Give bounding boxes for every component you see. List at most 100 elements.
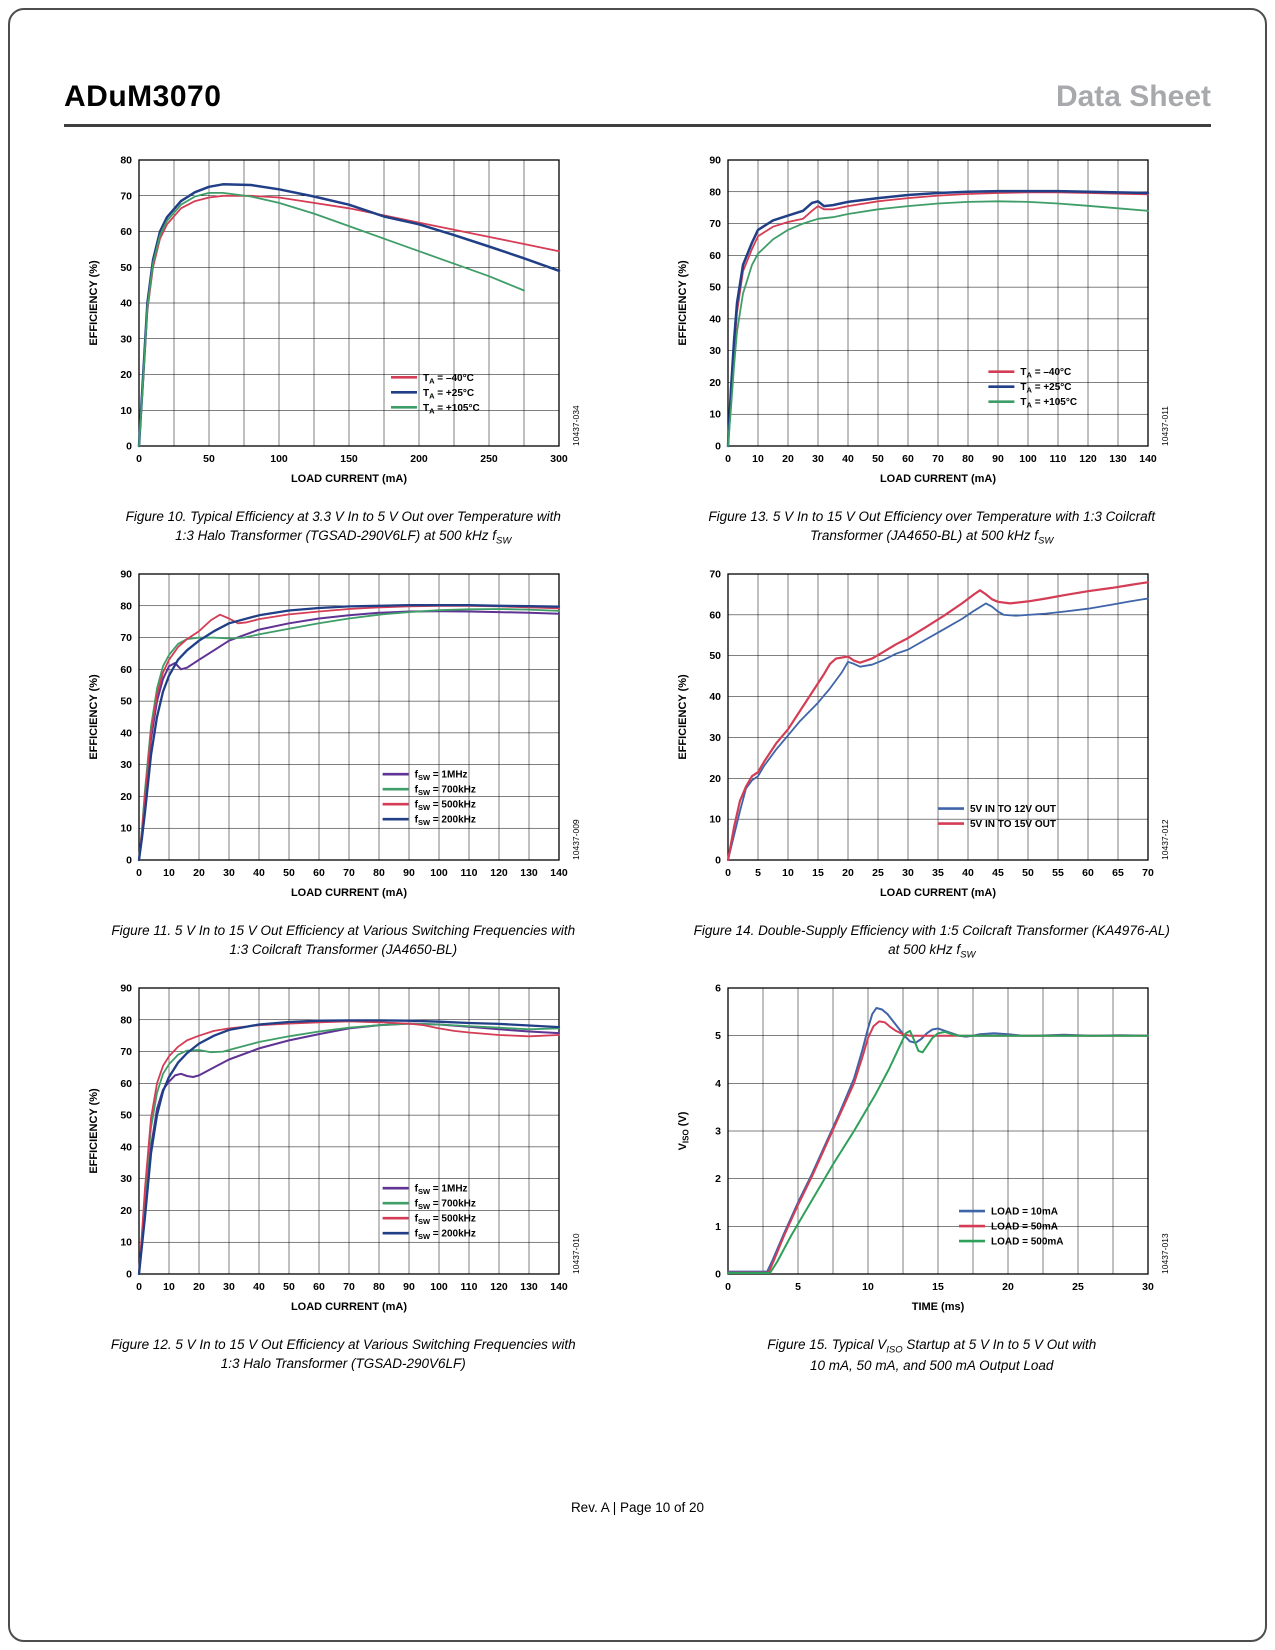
svg-text:30: 30 [709,732,721,744]
svg-text:90: 90 [709,155,721,167]
figure-15-caption: Figure 15. Typical VISO Startup at 5 V I… [767,1336,1096,1376]
figure-13: 0 10 20 30 40 50 60 70 80 90 100 110 120 130 140 0 10 20 3… [652,148,1212,548]
svg-text:250: 250 [480,453,498,465]
svg-text:100: 100 [430,867,448,879]
svg-text:fSW = 500kHz: fSW = 500kHz [415,800,476,813]
svg-text:20: 20 [121,369,133,381]
svg-text:20: 20 [193,867,205,879]
svg-text:80: 80 [709,186,721,198]
svg-text:70: 70 [121,190,133,202]
svg-text:50: 50 [203,453,215,465]
svg-text:50: 50 [283,867,295,879]
svg-text:90: 90 [992,453,1004,465]
svg-text:30: 30 [223,867,235,879]
caption-line: Figure 13. 5 V In to 15 V Out Efficiency… [708,509,1156,524]
svg-text:15: 15 [812,867,824,879]
caption-line: 1:3 Halo Transformer (TGSAD-290V6LF) [220,1355,466,1371]
svg-text:fSW = 500kHz: fSW = 500kHz [415,1213,476,1226]
svg-text:140: 140 [550,867,568,879]
svg-text:1: 1 [715,1221,721,1233]
chart-figure-12: 0 10 20 30 40 50 60 70 80 90 100 110 120 130 140 0 10 20 3… [83,976,603,1332]
svg-text:fSW = 1MHz: fSW = 1MHz [415,770,468,783]
svg-text:45: 45 [992,867,1004,879]
svg-text:100: 100 [430,1281,448,1293]
svg-text:TA = –40°C: TA = –40°C [423,373,474,386]
svg-text:50: 50 [283,1281,295,1293]
svg-text:80: 80 [121,600,133,612]
svg-text:130: 130 [520,1281,538,1293]
svg-text:55: 55 [1052,867,1064,879]
svg-text:20: 20 [782,453,794,465]
svg-text:LOAD = 500mA: LOAD = 500mA [991,1236,1064,1247]
svg-text:40: 40 [253,1281,265,1293]
svg-text:20: 20 [842,867,854,879]
svg-text:40: 40 [121,727,133,739]
svg-text:70: 70 [343,1281,355,1293]
svg-text:140: 140 [1139,453,1157,465]
svg-text:50: 50 [872,453,884,465]
figure-12: 0 10 20 30 40 50 60 70 80 90 100 110 120 130 140 0 10 20 3… [63,976,623,1376]
charts-grid: 0 50 100 150 200 250 300 0 10 20 30 40 50 60 70 80 LOAD … [60,148,1215,1376]
svg-text:70: 70 [1142,867,1154,879]
svg-text:fSW = 200kHz: fSW = 200kHz [415,815,476,828]
caption-line: Figure 15. Typical VISO Startup at 5 V I… [767,1336,1097,1356]
svg-text:10437-012: 10437-012 [1160,819,1170,860]
svg-text:0: 0 [725,1281,731,1293]
svg-text:90: 90 [403,867,415,879]
svg-text:50: 50 [709,282,721,294]
svg-text:130: 130 [1109,453,1127,465]
svg-text:40: 40 [121,298,133,310]
svg-text:60: 60 [121,664,133,676]
svg-text:10437-013: 10437-013 [1160,1233,1170,1274]
svg-text:10: 10 [782,867,794,879]
figure-11: 0 10 20 30 40 50 60 70 80 90 100 110 120 130 140 0 10 20 3… [63,562,623,962]
svg-text:90: 90 [403,1281,415,1293]
caption-line: 1:3 Halo Transformer (TGSAD-290V6LF) at … [175,527,512,547]
svg-text:2: 2 [715,1173,721,1185]
svg-text:LOAD CURRENT (mA): LOAD CURRENT (mA) [880,887,996,899]
svg-text:0: 0 [715,854,721,866]
svg-text:EFFICIENCY (%): EFFICIENCY (%) [677,260,689,346]
svg-text:10: 10 [709,409,721,421]
svg-text:30: 30 [121,759,133,771]
figure-11-caption: Figure 11. 5 V In to 15 V Out Efficiency… [111,922,575,960]
figure-10: 0 50 100 150 200 250 300 0 10 20 30 40 50 60 70 80 LOAD … [63,148,623,548]
caption-line: Figure 14. Double-Supply Efficiency with… [693,922,1170,938]
svg-text:LOAD = 10mA: LOAD = 10mA [991,1206,1058,1217]
svg-text:80: 80 [373,867,385,879]
svg-text:300: 300 [550,453,568,465]
svg-text:40: 40 [253,867,265,879]
svg-text:80: 80 [373,1281,385,1293]
svg-text:LOAD CURRENT (mA): LOAD CURRENT (mA) [291,473,407,485]
svg-text:25: 25 [1072,1281,1084,1293]
svg-text:120: 120 [490,867,508,879]
svg-text:10: 10 [862,1281,874,1293]
svg-text:200: 200 [410,453,428,465]
figure-15: 0 5 10 15 20 25 30 0 1 2 3 4 5 6 TIME (ms) VISO (V) 1043… [652,976,1212,1376]
svg-text:20: 20 [193,1281,205,1293]
svg-text:70: 70 [343,867,355,879]
svg-text:30: 30 [223,1281,235,1293]
svg-text:70: 70 [121,1046,133,1058]
svg-text:10: 10 [163,867,175,879]
svg-text:10: 10 [752,453,764,465]
svg-text:EFFICIENCY (%): EFFICIENCY (%) [88,260,100,346]
svg-text:120: 120 [490,1281,508,1293]
svg-text:20: 20 [121,1205,133,1217]
svg-text:5: 5 [715,1030,721,1042]
caption-line: 10 mA, 50 mA, and 500 mA Output Load [810,1357,1054,1373]
svg-text:0: 0 [715,441,721,453]
svg-text:25: 25 [872,867,884,879]
svg-text:90: 90 [121,982,133,994]
svg-text:70: 70 [932,453,944,465]
svg-text:EFFICIENCY (%): EFFICIENCY (%) [88,674,100,760]
svg-text:0: 0 [725,453,731,465]
svg-text:80: 80 [962,453,974,465]
chart-figure-13: 0 10 20 30 40 50 60 70 80 90 100 110 120 130 140 0 10 20 3… [672,148,1192,504]
svg-text:0: 0 [725,867,731,879]
svg-text:30: 30 [121,1173,133,1185]
svg-text:140: 140 [550,1281,568,1293]
svg-text:100: 100 [1019,453,1037,465]
svg-text:60: 60 [313,867,325,879]
